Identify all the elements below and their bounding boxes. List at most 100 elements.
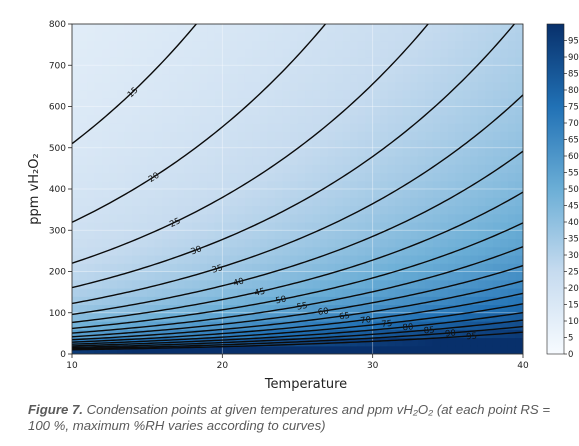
heatmap-cell <box>259 345 269 354</box>
heatmap-cell <box>365 156 374 165</box>
heatmap-cell <box>402 312 411 322</box>
heatmap-cell <box>94 329 103 339</box>
heatmap-cell <box>222 139 231 149</box>
heatmap-cell <box>132 238 141 248</box>
heatmap-cell <box>169 65 178 75</box>
heatmap-cell <box>500 156 509 165</box>
heatmap-cell <box>102 312 111 322</box>
y-tick-label: 800 <box>49 20 66 30</box>
heatmap-cell <box>184 238 193 248</box>
heatmap-cell <box>297 230 306 240</box>
heatmap-cell <box>492 57 502 66</box>
heatmap-cell <box>124 147 133 157</box>
heatmap-cell <box>410 230 419 240</box>
heatmap-cell <box>462 114 471 124</box>
heatmap-cell <box>87 65 96 75</box>
heatmap-cell <box>447 271 456 281</box>
heatmap-cell <box>305 114 314 124</box>
heatmap-cell <box>410 139 419 149</box>
heatmap-cell <box>244 288 253 297</box>
heatmap-cell <box>462 329 471 339</box>
heatmap-cell <box>477 98 487 108</box>
heatmap-cell <box>94 213 103 223</box>
heatmap-cell <box>139 189 148 198</box>
heatmap-cell <box>305 205 314 215</box>
heatmap-cell <box>289 32 299 42</box>
heatmap-cell <box>297 288 306 297</box>
heatmap-cell <box>282 123 291 132</box>
heatmap-cell <box>244 304 253 314</box>
heatmap-cell <box>169 131 178 141</box>
heatmap-cell <box>440 123 449 132</box>
heatmap-cell <box>492 48 502 58</box>
heatmap-cell <box>214 139 223 149</box>
heatmap-cell <box>447 337 456 347</box>
heatmap-cell <box>462 238 471 248</box>
heatmap-cell <box>425 296 434 306</box>
heatmap-cell <box>79 24 88 33</box>
heatmap-cell <box>485 321 494 330</box>
contour-label-60: 60 <box>317 306 329 318</box>
heatmap-cell <box>320 57 329 66</box>
heatmap-cell <box>380 24 389 33</box>
heatmap-cell <box>350 40 359 50</box>
heatmap-cell <box>477 312 487 322</box>
heatmap-cell <box>447 65 456 75</box>
heatmap-cell <box>507 222 517 231</box>
heatmap-cell <box>492 296 502 306</box>
heatmap-cell <box>357 279 366 289</box>
heatmap-cell <box>154 263 163 273</box>
heatmap-cell <box>297 164 306 174</box>
heatmap-cell <box>335 48 344 58</box>
heatmap-cell <box>402 230 411 240</box>
heatmap-cell <box>154 345 163 354</box>
heatmap-cell <box>289 73 299 83</box>
heatmap-cell <box>357 222 366 231</box>
heatmap-cell <box>477 329 487 339</box>
heatmap-cell <box>94 57 103 66</box>
heatmap-cell <box>237 263 246 273</box>
heatmap-cell <box>312 156 321 165</box>
heatmap-cell <box>477 213 487 223</box>
heatmap-cell <box>410 255 419 264</box>
heatmap-cell <box>274 304 284 314</box>
heatmap-cell <box>440 321 449 330</box>
heatmap-cell <box>380 32 389 42</box>
heatmap-cell <box>237 321 246 330</box>
heatmap-cell <box>387 230 396 240</box>
heatmap-cell <box>417 106 426 116</box>
heatmap-cell <box>500 172 509 182</box>
contour-label-90: 90 <box>445 329 457 340</box>
heatmap-cell <box>162 147 171 157</box>
heatmap-cell <box>402 189 411 198</box>
heatmap-cell <box>109 90 118 99</box>
heatmap-cell <box>305 40 314 50</box>
heatmap-cell <box>515 246 523 256</box>
heatmap-cell <box>222 213 231 223</box>
heatmap-cell <box>94 81 103 91</box>
heatmap-cell <box>169 271 178 281</box>
heatmap-cell <box>357 172 366 182</box>
heatmap-cell <box>365 213 374 223</box>
heatmap-cell <box>515 288 523 297</box>
heatmap-cell <box>387 279 396 289</box>
heatmap-cell <box>395 24 404 33</box>
heatmap-cell <box>169 213 178 223</box>
heatmap-cell <box>132 139 141 149</box>
heatmap-cell <box>102 197 111 207</box>
heatmap-cell <box>320 312 329 322</box>
heatmap-cell <box>199 230 208 240</box>
heatmap-cell <box>147 213 156 223</box>
heatmap-cell <box>79 246 88 256</box>
heatmap-cell <box>425 337 434 347</box>
heatmap-cell <box>199 164 208 174</box>
heatmap-cell <box>402 147 411 157</box>
heatmap-cell <box>94 238 103 248</box>
contour-line-90 <box>72 325 523 350</box>
heatmap-cell <box>79 73 88 83</box>
heatmap-cell <box>485 32 494 42</box>
heatmap-cell <box>102 81 111 91</box>
heatmap-cell <box>387 81 396 91</box>
heatmap-cell <box>229 40 238 50</box>
heatmap-cell <box>132 164 141 174</box>
